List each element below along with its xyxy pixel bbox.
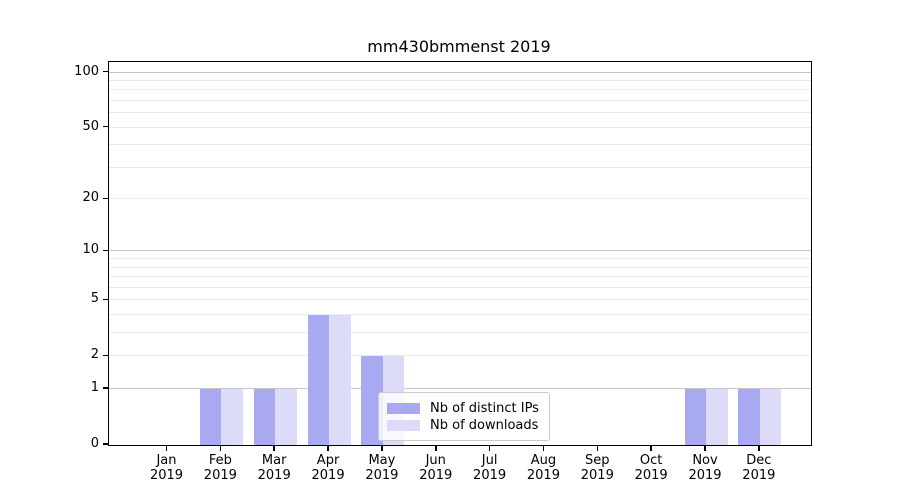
gridlines-layer <box>109 62 811 445</box>
gridline-y-20 <box>109 198 811 200</box>
gridline-y-70 <box>109 99 811 101</box>
y-tick-label-100: 100 <box>74 63 99 79</box>
x-tick-label-jul: Jul 2019 <box>473 453 507 483</box>
x-tick-label-apr: Apr 2019 <box>311 453 345 483</box>
gridline-y-9 <box>109 258 811 260</box>
gridline-y-8 <box>109 266 811 268</box>
x-tick-mark-jul <box>488 445 491 451</box>
x-tick-mark-apr <box>327 445 329 451</box>
gridline-y-1 <box>109 388 811 390</box>
y-tick-label-0: 0 <box>90 436 99 451</box>
x-tick-label-mar: Mar 2019 <box>257 453 291 483</box>
y-tick-label-10: 10 <box>82 242 99 258</box>
bar-distinct-ips-dec <box>738 389 760 445</box>
y-tick-mark-1 <box>103 387 108 389</box>
y-tick-mark-100 <box>103 70 108 73</box>
gridline-y-5 <box>109 299 811 301</box>
y-tick-mark-10 <box>103 249 108 252</box>
gridline-y-60 <box>109 112 811 114</box>
x-tick-label-may: May 2019 <box>365 453 399 483</box>
y-tick-mark-2 <box>103 354 108 357</box>
x-tick-label-jan: Jan 2019 <box>149 453 184 483</box>
bar-downloads-dec <box>759 389 782 445</box>
x-tick-mark-aug <box>542 445 545 451</box>
gridline-y-4 <box>109 314 811 316</box>
x-tick-label-dec: Dec 2019 <box>742 453 776 483</box>
gridline-y-3 <box>109 332 811 334</box>
plot-area: Nb of distinct IPs Nb of downloads <box>108 61 812 446</box>
legend-label-distinct-ips: Nb of distinct IPs <box>430 400 539 416</box>
x-tick-mark-nov <box>704 445 706 451</box>
x-tick-label-sep: Sep 2019 <box>580 453 614 483</box>
y-tick-label-50: 50 <box>82 118 99 134</box>
legend-item-downloads: Nb of downloads <box>387 417 539 433</box>
bar-distinct-ips-may <box>361 356 383 445</box>
x-tick-mark-mar <box>273 445 275 451</box>
x-tick-label-oct: Oct 2019 <box>634 453 668 483</box>
chart-title: mm430bmmenst 2019 <box>367 37 551 56</box>
gridline-y-30 <box>109 166 811 168</box>
bar-downloads-feb <box>221 389 243 445</box>
x-tick-mark-jan <box>165 445 168 451</box>
x-tick-mark-sep <box>596 445 599 451</box>
gridline-y-7 <box>109 276 811 278</box>
legend-swatch-distinct-ips <box>387 402 420 414</box>
y-tick-mark-0 <box>103 443 108 445</box>
y-tick-label-5: 5 <box>90 291 99 307</box>
x-tick-mark-oct <box>650 445 652 451</box>
x-tick-label-feb: Feb 2019 <box>203 453 237 483</box>
gridline-y-90 <box>109 79 811 81</box>
x-tick-mark-feb <box>219 445 222 451</box>
bar-distinct-ips-feb <box>199 389 222 445</box>
legend: Nb of distinct IPs Nb of downloads <box>378 392 550 441</box>
x-tick-label-nov: Nov 2019 <box>688 453 722 483</box>
gridline-y-2 <box>109 355 811 357</box>
x-tick-label-jun: Jun 2019 <box>419 453 453 483</box>
x-tick-mark-jun <box>435 445 437 451</box>
y-tick-label-20: 20 <box>82 190 99 206</box>
gridline-y-50 <box>109 126 811 128</box>
bar-distinct-ips-mar <box>253 389 276 445</box>
gridline-y-6 <box>109 286 811 288</box>
y-tick-mark-5 <box>103 298 108 301</box>
y-tick-label-1: 1 <box>90 380 99 396</box>
gridline-y-80 <box>109 89 811 91</box>
x-tick-label-aug: Aug 2019 <box>526 453 560 483</box>
legend-swatch-downloads <box>387 419 420 431</box>
gridline-y-100 <box>109 71 811 73</box>
gridline-y-10 <box>109 250 811 252</box>
y-tick-label-2: 2 <box>90 347 99 363</box>
bar-downloads-nov <box>706 389 728 445</box>
x-tick-mark-dec <box>758 445 760 451</box>
legend-item-distinct-ips: Nb of distinct IPs <box>387 400 539 416</box>
bar-downloads-apr <box>329 315 351 445</box>
y-tick-mark-50 <box>103 125 108 128</box>
x-tick-mark-may <box>381 445 383 451</box>
bar-distinct-ips-nov <box>684 389 706 445</box>
gridline-y-40 <box>109 144 811 146</box>
legend-label-downloads: Nb of downloads <box>430 417 539 433</box>
bar-distinct-ips-apr <box>307 315 330 445</box>
y-tick-mark-20 <box>103 197 108 200</box>
bar-downloads-mar <box>275 389 297 445</box>
